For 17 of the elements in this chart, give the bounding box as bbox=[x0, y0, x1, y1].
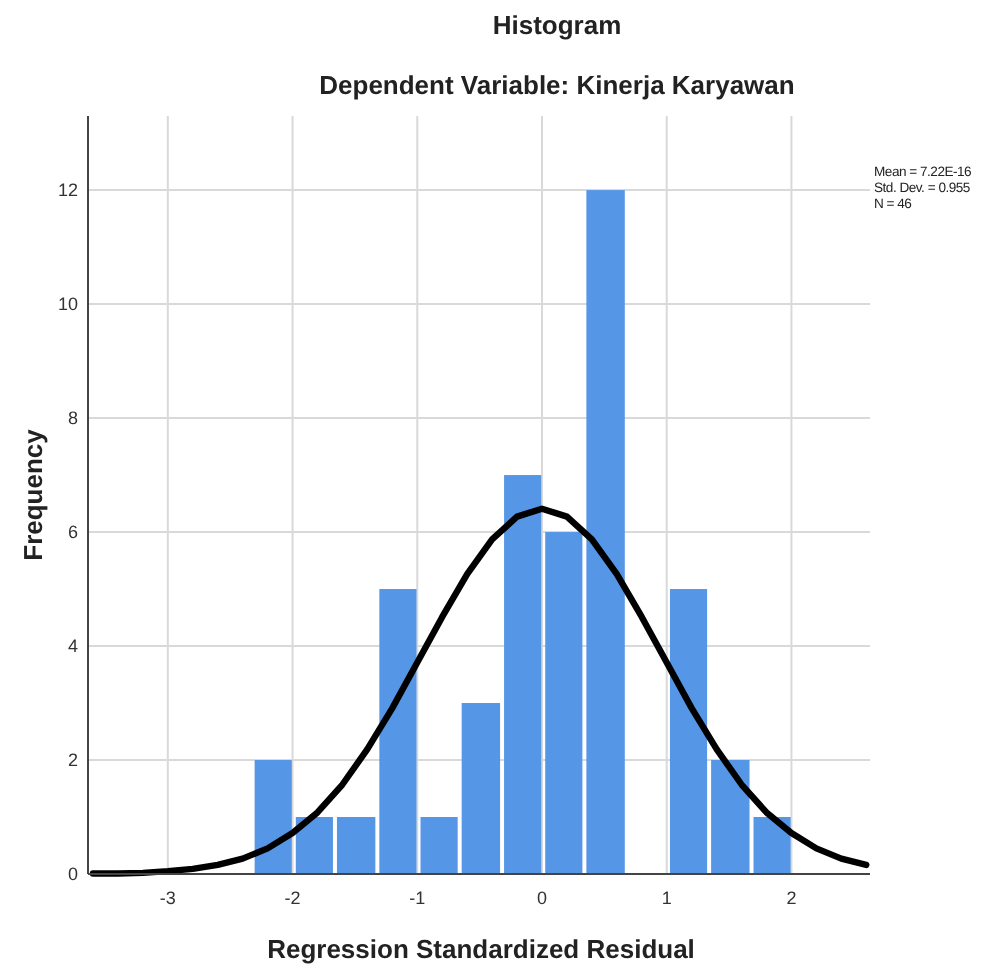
chart-subtitle: Dependent Variable: Kinerja Karyawan bbox=[319, 70, 795, 100]
y-tick-label: 4 bbox=[67, 636, 78, 657]
chart-title: Histogram bbox=[492, 10, 622, 40]
y-tick-label: 8 bbox=[67, 408, 78, 429]
x-tick-label: 0 bbox=[536, 888, 547, 908]
x-tick-label: -3 bbox=[159, 888, 176, 908]
y-tick-label: 2 bbox=[67, 750, 78, 771]
y-tick-label: 0 bbox=[67, 864, 78, 884]
x-tick-label: -2 bbox=[284, 888, 301, 908]
x-tick-label: 2 bbox=[786, 888, 797, 908]
x-axis-title: Regression Standardized Residual bbox=[267, 934, 695, 964]
x-tick-label: -1 bbox=[409, 888, 426, 908]
y-tick-label: 12 bbox=[57, 180, 78, 201]
y-tick-label: 6 bbox=[67, 522, 78, 543]
y-axis-title: Frequency bbox=[18, 427, 48, 561]
x-tick-label: 1 bbox=[661, 888, 672, 908]
y-tick-label: 10 bbox=[57, 294, 78, 315]
